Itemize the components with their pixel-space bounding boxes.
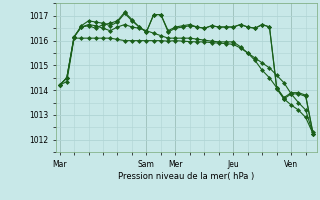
X-axis label: Pression niveau de la mer( hPa ): Pression niveau de la mer( hPa ) (118, 172, 254, 181)
